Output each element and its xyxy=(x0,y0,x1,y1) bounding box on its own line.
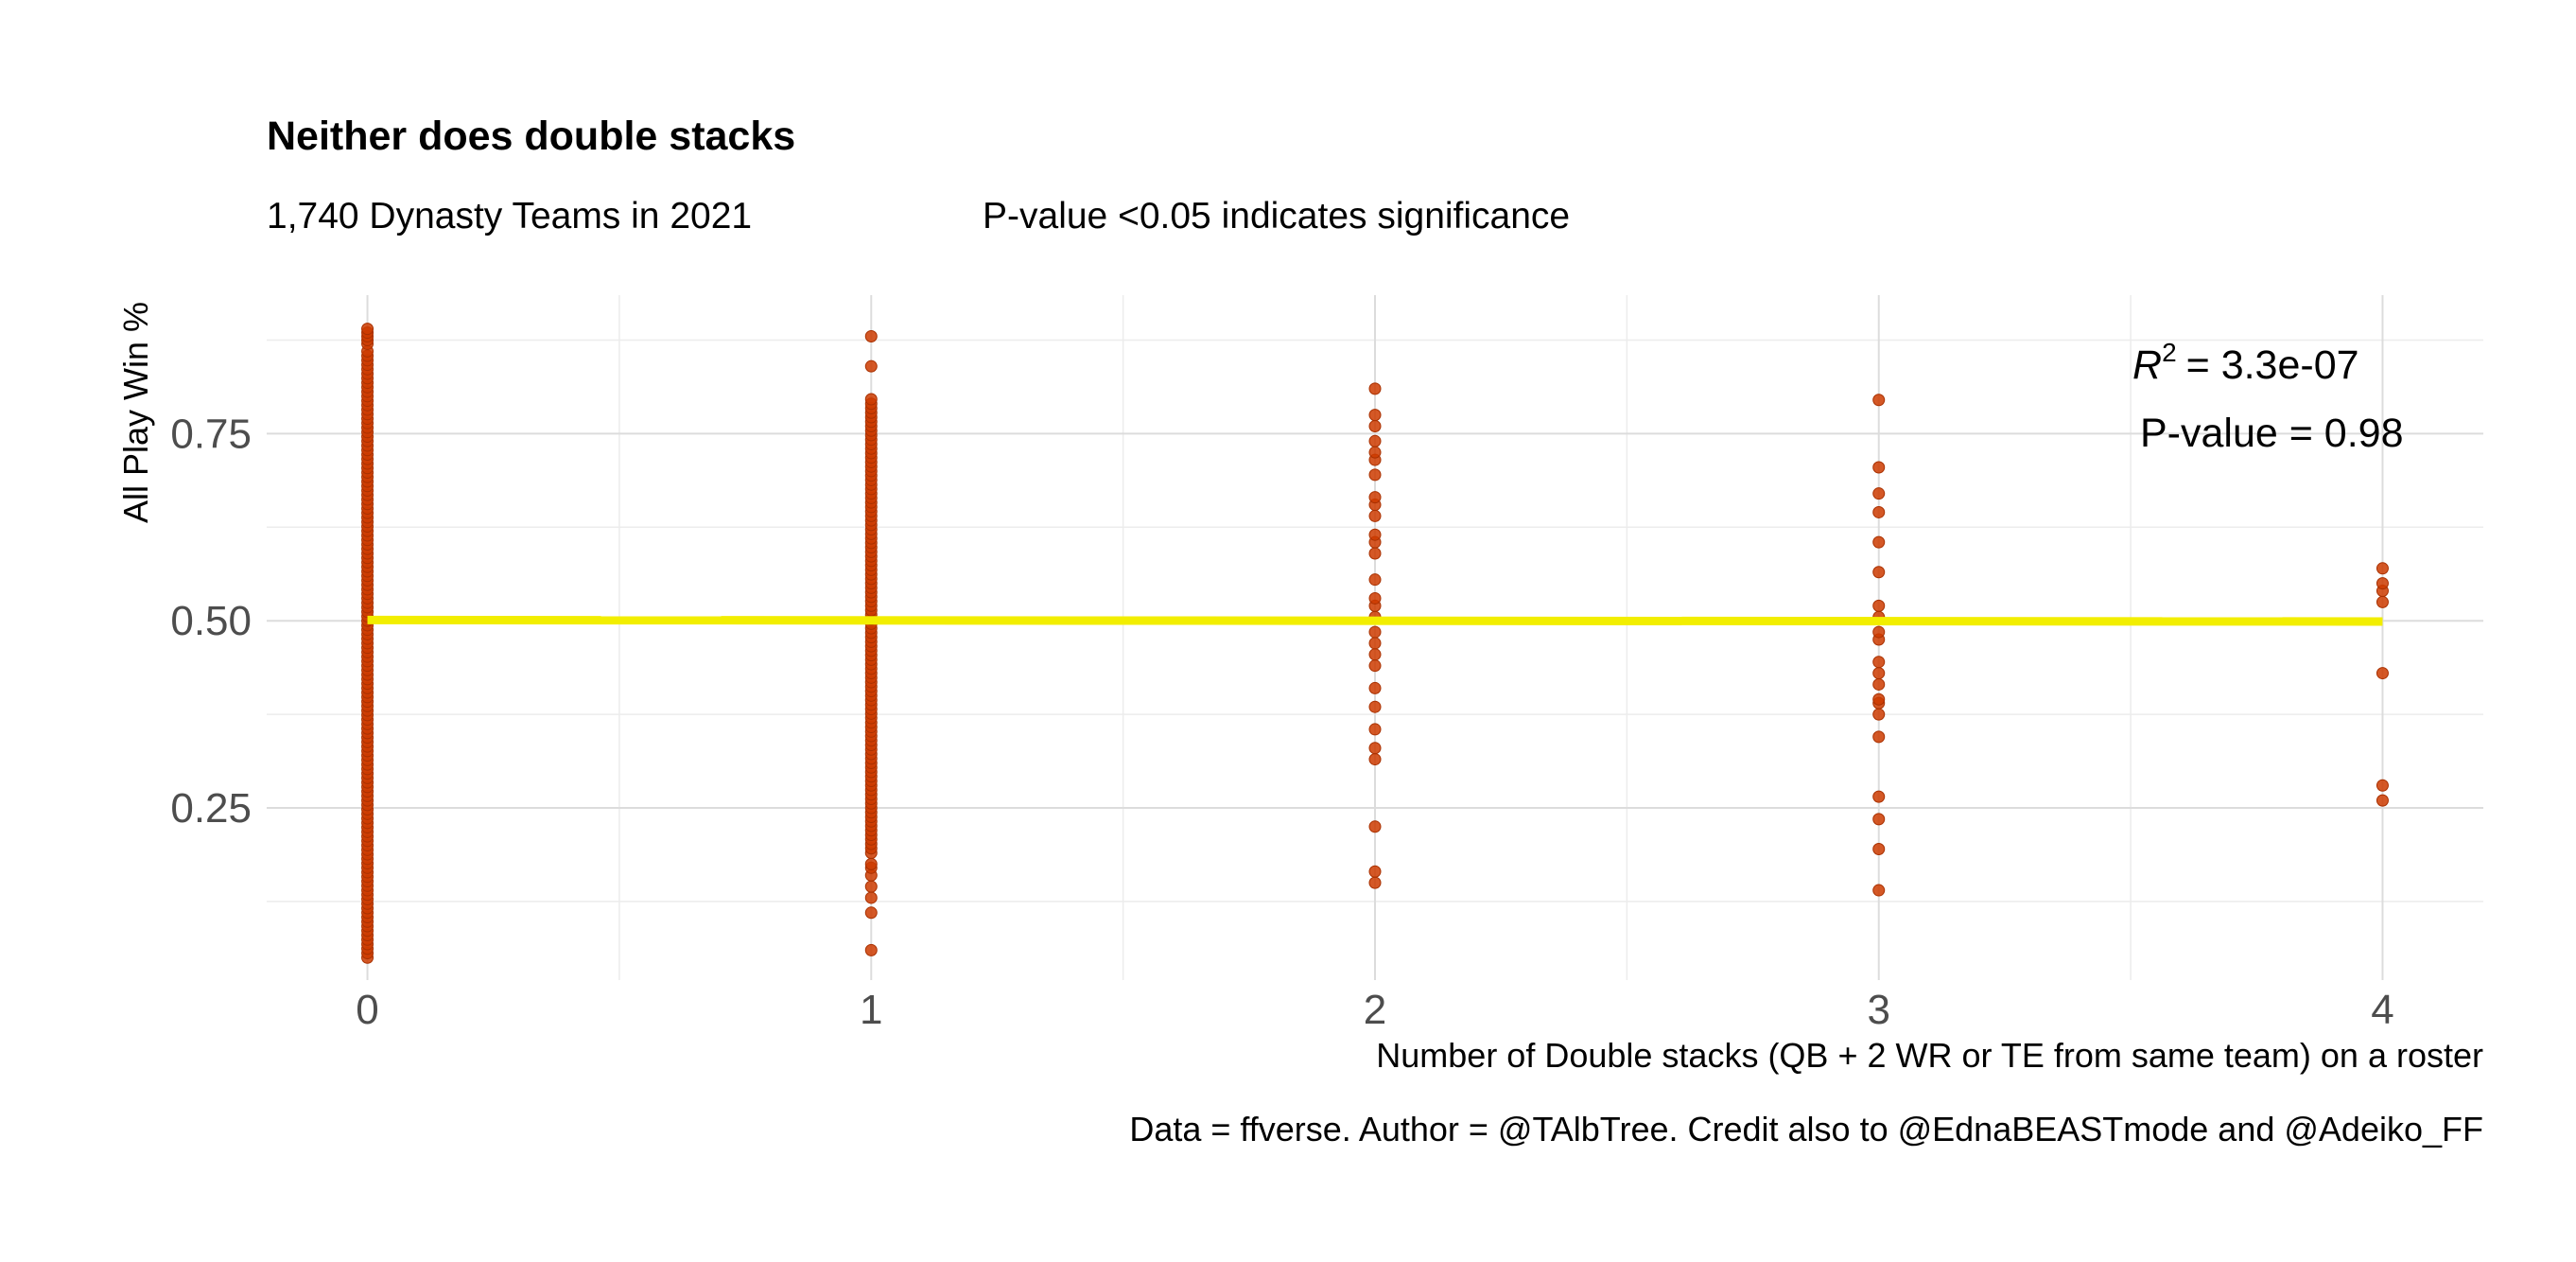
data-point xyxy=(1872,730,1886,744)
x-tick-label: 1 xyxy=(860,987,882,1033)
regression-line xyxy=(367,615,2383,626)
x-tick-label: 2 xyxy=(1364,987,1386,1033)
chart-caption: Data = ffverse. Author = @TAlbTree. Cred… xyxy=(1129,1110,2483,1148)
data-point xyxy=(864,891,878,904)
data-point xyxy=(1872,884,1886,897)
data-point xyxy=(1368,637,1382,650)
data-point xyxy=(1368,681,1382,694)
data-point xyxy=(1872,566,1886,579)
data-point xyxy=(1368,625,1382,639)
data-point xyxy=(1368,876,1382,889)
significance-note: P-value <0.05 indicates significance xyxy=(983,196,1570,237)
data-point xyxy=(864,330,878,343)
chart-title: Neither does double stacks xyxy=(267,114,795,159)
data-point xyxy=(1872,692,1886,706)
data-point xyxy=(1368,573,1382,587)
r-squared-label: R2 = 3.3e-07 xyxy=(2132,338,2359,388)
data-point xyxy=(2376,577,2389,590)
data-point xyxy=(864,943,878,956)
y-tick-label: 0.50 xyxy=(170,598,252,644)
data-point xyxy=(1872,535,1886,549)
data-point xyxy=(1872,394,1886,407)
data-points xyxy=(361,323,2389,964)
data-point xyxy=(864,906,878,920)
data-point xyxy=(864,359,878,373)
data-point xyxy=(1872,790,1886,803)
data-point xyxy=(2376,779,2389,792)
data-point xyxy=(1368,468,1382,482)
data-point xyxy=(1368,659,1382,673)
data-point xyxy=(2376,794,2389,807)
x-axis-ticks: 0 1 2 3 4 xyxy=(356,987,2393,1033)
data-point xyxy=(1368,419,1382,432)
y-axis-label: All Play Win % xyxy=(116,302,155,523)
data-point xyxy=(1368,528,1382,541)
data-point xyxy=(864,393,878,406)
data-point xyxy=(1368,753,1382,766)
data-point xyxy=(1368,446,1382,459)
data-point xyxy=(1368,648,1382,661)
regression-line-group xyxy=(367,615,2383,626)
data-point xyxy=(1368,491,1382,504)
data-point xyxy=(361,323,374,336)
data-point xyxy=(1368,742,1382,755)
data-point xyxy=(1872,461,1886,474)
x-axis-label: Number of Double stacks (QB + 2 WR or TE… xyxy=(1376,1036,2483,1075)
y-axis-ticks: 0.25 0.50 0.75 xyxy=(170,411,252,832)
data-point xyxy=(1368,700,1382,713)
data-point xyxy=(1368,434,1382,447)
p-value-label: P-value = 0.98 xyxy=(2140,411,2404,456)
stats-annotation: R2 = 3.3e-07 P-value = 0.98 xyxy=(2132,338,2404,456)
chart-subtitle: 1,740 Dynasty Teams in 2021 xyxy=(267,196,752,237)
data-point xyxy=(1368,591,1382,605)
data-point xyxy=(1872,505,1886,518)
data-point xyxy=(2376,562,2389,575)
data-point xyxy=(2376,667,2389,680)
data-point xyxy=(1872,708,1886,721)
data-point xyxy=(1872,677,1886,691)
data-point xyxy=(864,880,878,893)
x-tick-label: 3 xyxy=(1867,987,1889,1033)
data-point xyxy=(1368,547,1382,560)
x-tick-label: 4 xyxy=(2371,987,2393,1033)
data-point xyxy=(1368,865,1382,878)
y-tick-label: 0.75 xyxy=(170,411,252,457)
data-point xyxy=(1368,382,1382,395)
data-point xyxy=(2376,595,2389,608)
data-point xyxy=(1368,723,1382,736)
y-tick-label: 0.25 xyxy=(170,785,252,832)
data-point xyxy=(1368,409,1382,422)
data-point xyxy=(1872,487,1886,500)
data-point xyxy=(1872,667,1886,680)
data-point xyxy=(1872,599,1886,612)
data-point xyxy=(1368,509,1382,522)
data-point xyxy=(864,857,878,870)
data-point xyxy=(1872,656,1886,669)
data-point xyxy=(1368,820,1382,833)
x-tick-label: 0 xyxy=(356,987,378,1033)
data-point xyxy=(1872,625,1886,639)
data-point xyxy=(1872,813,1886,826)
data-point xyxy=(1872,843,1886,856)
